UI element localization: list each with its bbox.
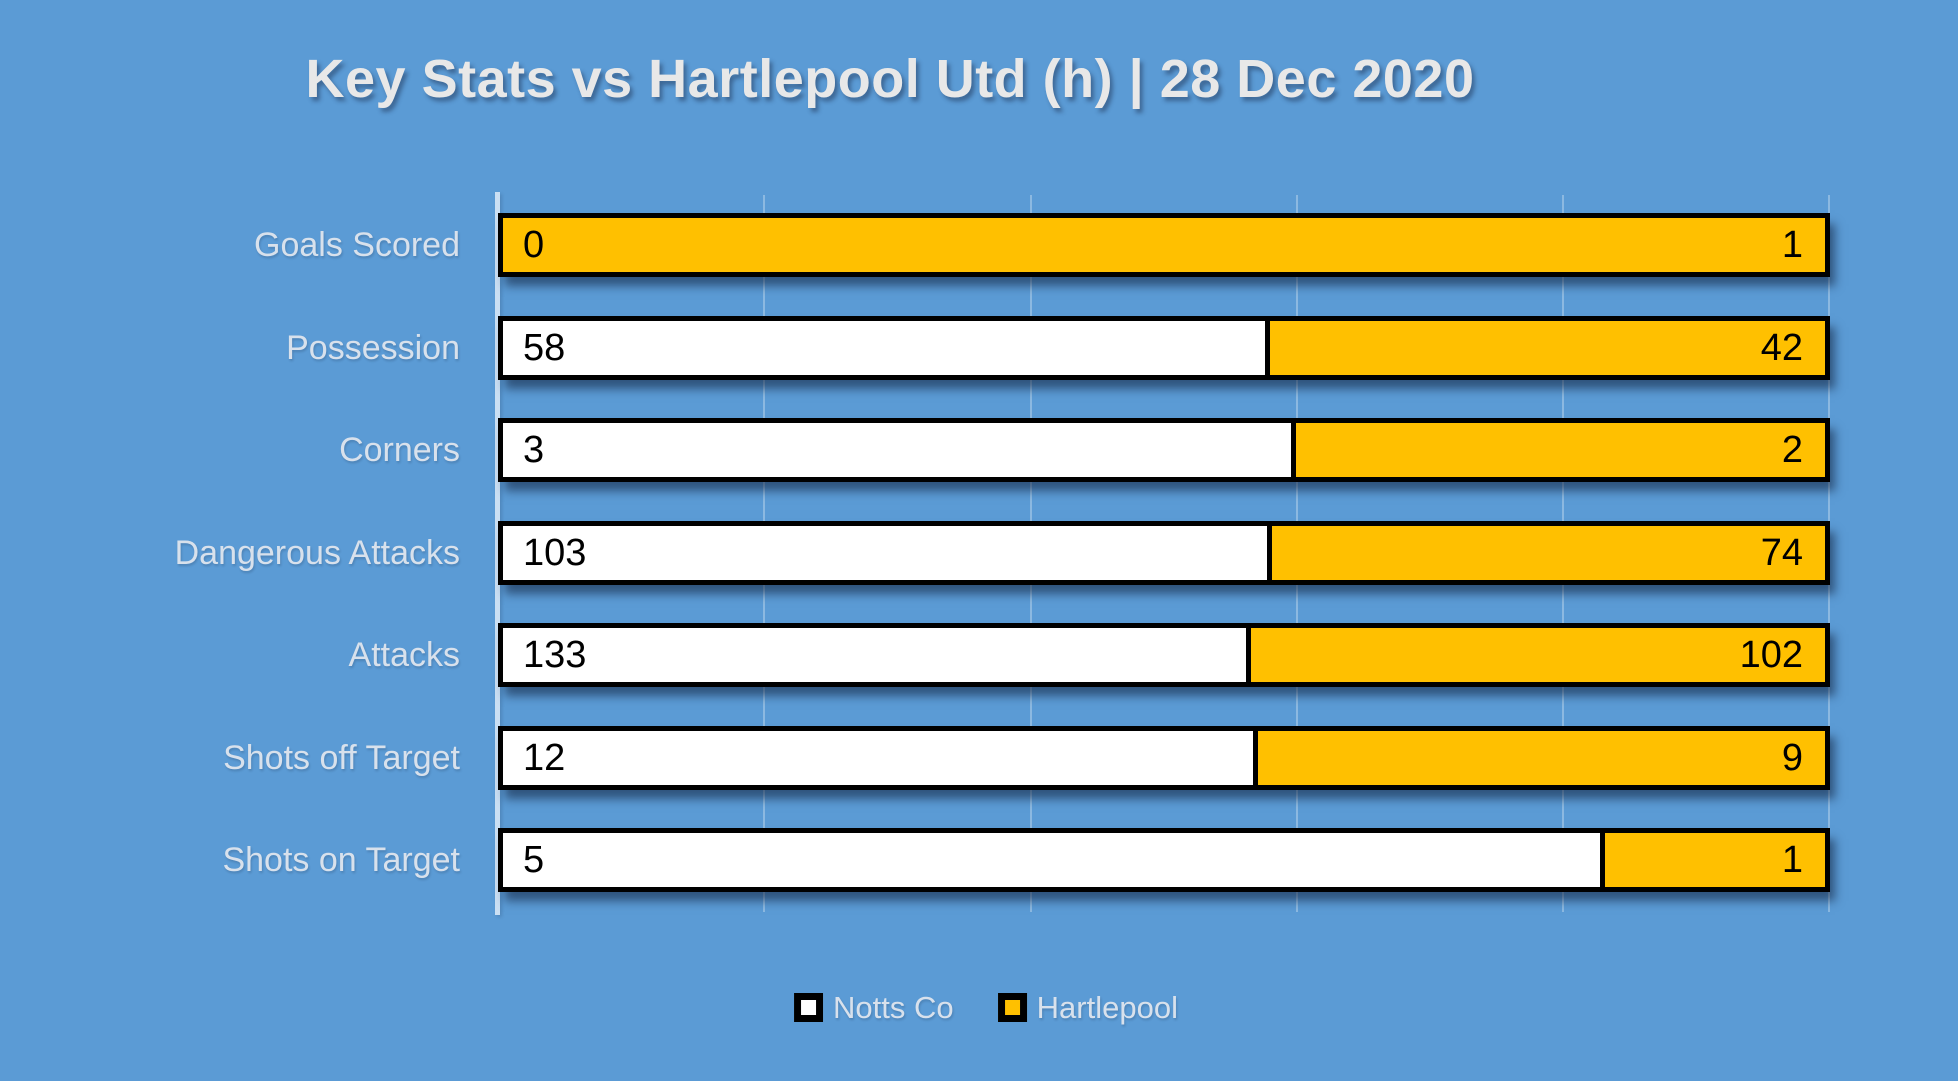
hartlepool-value-label: 102 — [1739, 634, 1803, 677]
category-label: Possession — [286, 328, 460, 367]
hartlepool-value-label: 2 — [1781, 429, 1803, 472]
hartlepool-value-label: 74 — [1760, 531, 1803, 574]
y-axis-line — [495, 192, 500, 915]
notts-bar-segment — [503, 320, 1270, 375]
category-label: Corners — [339, 431, 460, 470]
chart-row-attacks: Attacks 133 102 — [0, 604, 1830, 707]
hartlepool-value-label: 1 — [1781, 839, 1803, 882]
legend-label: Hartlepool — [1036, 990, 1178, 1025]
notts-swatch-icon — [794, 993, 824, 1022]
notts-value-label: 12 — [523, 736, 566, 779]
stacked-bar: 0 1 — [498, 213, 1830, 278]
chart-row-goals-scored: Goals Scored 0 1 — [0, 194, 1830, 297]
hartlepool-swatch-icon — [997, 993, 1027, 1022]
stacked-bar: 5 1 — [498, 828, 1830, 893]
hartlepool-value-label: 1 — [1781, 224, 1803, 267]
bar-rows: Goals Scored 0 1 Possession 58 42 Corner… — [0, 194, 1830, 912]
hartlepool-value-label: 42 — [1760, 326, 1803, 369]
notts-value-label: 5 — [523, 839, 545, 882]
notts-value-label: 133 — [523, 634, 587, 677]
chart-row-shots-on-target: Shots on Target 5 1 — [0, 809, 1830, 912]
chart-row-dangerous-attacks: Dangerous Attacks 103 74 — [0, 502, 1830, 605]
category-label: Shots off Target — [223, 738, 460, 777]
category-label: Shots on Target — [222, 841, 460, 880]
notts-bar-segment — [503, 833, 1605, 888]
notts-bar-segment — [503, 730, 1259, 785]
category-label: Goals Scored — [254, 226, 460, 265]
legend-item-notts: Notts Co — [794, 992, 954, 1023]
chart-row-shots-off-target: Shots off Target 12 9 — [0, 707, 1830, 810]
stacked-bar: 133 102 — [498, 623, 1830, 688]
stacked-bar: 3 2 — [498, 418, 1830, 483]
chart-title: Key Stats vs Hartlepool Utd (h) | 28 Dec… — [305, 49, 1475, 109]
notts-value-label: 103 — [523, 531, 587, 574]
chart-row-possession: Possession 58 42 — [0, 297, 1830, 400]
category-label: Dangerous Attacks — [174, 533, 460, 572]
legend-item-hartlepool: Hartlepool — [997, 990, 1178, 1025]
notts-bar-segment — [503, 525, 1273, 580]
notts-bar-segment — [503, 628, 1252, 683]
chart-row-corners: Corners 3 2 — [0, 399, 1830, 502]
notts-bar-segment — [503, 423, 1297, 478]
stacked-bar: 58 42 — [498, 315, 1830, 380]
stacked-bar: 12 9 — [498, 725, 1830, 790]
notts-value-label: 58 — [523, 326, 566, 369]
notts-value-label: 0 — [523, 224, 545, 267]
category-label: Attacks — [348, 636, 460, 675]
legend-label: Notts Co — [833, 990, 954, 1025]
legend: Notts Co Hartlepool — [794, 992, 1178, 1023]
hartlepool-value-label: 9 — [1781, 736, 1803, 779]
stacked-bar: 103 74 — [498, 520, 1830, 585]
notts-value-label: 3 — [523, 429, 545, 472]
